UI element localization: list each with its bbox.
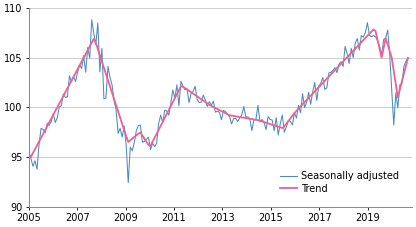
Line: Trend: Trend — [29, 30, 408, 157]
Seasonally adjusted — [146, 136, 151, 139]
Trend — [28, 155, 33, 158]
Trend — [371, 28, 376, 31]
Seasonally adjusted — [168, 102, 173, 105]
Seasonally adjusted — [156, 122, 161, 125]
Trend — [152, 136, 157, 139]
Line: Seasonally adjusted: Seasonally adjusted — [29, 20, 408, 183]
Seasonally adjusted — [65, 95, 70, 98]
Trend — [142, 137, 147, 140]
Trend — [27, 156, 32, 158]
Trend — [164, 113, 169, 115]
Seasonally adjusted — [28, 157, 33, 160]
Seasonally adjusted — [406, 57, 411, 60]
Legend: Seasonally adjusted, Trend: Seasonally adjusted, Trend — [276, 168, 403, 198]
Trend — [406, 56, 411, 59]
Seasonally adjusted — [27, 150, 32, 152]
Seasonally adjusted — [126, 181, 131, 184]
Seasonally adjusted — [397, 83, 402, 86]
Trend — [395, 96, 400, 99]
Trend — [65, 87, 70, 90]
Seasonally adjusted — [89, 18, 94, 21]
